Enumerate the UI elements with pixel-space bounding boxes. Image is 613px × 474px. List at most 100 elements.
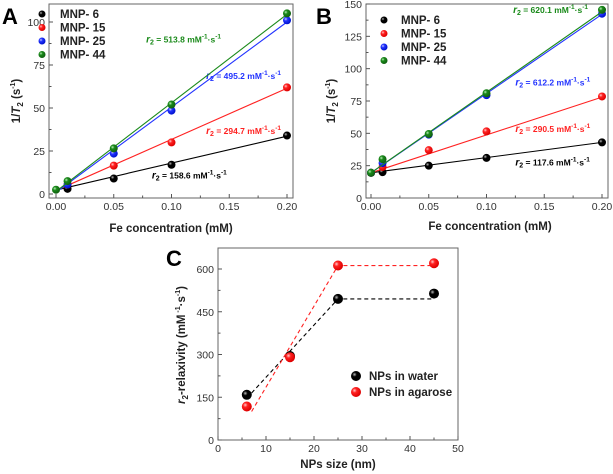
x-tick-label: 0.10 — [161, 201, 182, 213]
r2-annotation: r2 = 620.1 mM-1·s-1 — [513, 4, 588, 17]
data-point — [52, 185, 60, 194]
data-point — [598, 5, 606, 14]
x-axis-title: NPs size (nm) — [300, 459, 376, 471]
legend-marker — [351, 387, 361, 397]
data-point — [167, 100, 176, 109]
data-point — [167, 138, 176, 147]
data-point — [378, 155, 387, 164]
y-tick-label: 0 — [356, 193, 362, 205]
legend-marker — [380, 43, 388, 51]
panel-c: 0 10 20 30 40 50 0 150 300 450 600 C NPs size (nm) r2… — [166, 246, 464, 471]
data-point — [598, 138, 606, 147]
data-point — [424, 129, 433, 138]
data-point — [482, 127, 491, 136]
r2-annotation: r2 = 294.7 mM-1·s-1 — [206, 125, 281, 138]
series-nps-in-agarose: NPs in agarose — [241, 258, 452, 412]
x-tick-label: 0.15 — [219, 201, 240, 213]
x-tick-label: 50 — [452, 443, 464, 455]
r2-annotation: r2 = 513.8 mM-1·s-1 — [146, 34, 221, 47]
y-tick-label: 600 — [196, 264, 214, 276]
y-tick-label: 75 — [350, 96, 362, 108]
x-axis-title: Fe concentration (mM) — [109, 223, 232, 235]
y-tick-label: 75 — [33, 60, 45, 72]
panel-b: 0.00 0.05 0.10 0.15 0.20 0 25 50 75 100 125 150 B Fe … — [316, 0, 612, 233]
y-axis-title: r2-relaxivity (mM -1·s-1) — [175, 286, 190, 404]
panel-letter: B — [316, 4, 332, 29]
y-tick-label: 0 — [39, 189, 45, 201]
r2-annotation: r2 = 495.2 mM-1·s-1 — [206, 70, 281, 83]
legend-marker — [380, 16, 388, 24]
x-tick-label: 0.05 — [419, 201, 440, 213]
x-tick-label: 0.20 — [277, 201, 298, 213]
legend-label: MNP- 6 — [401, 15, 440, 27]
y-tick-label: 100 — [344, 64, 362, 76]
series-mnp-44: r2 = 620.1 mM-1·s-1 MNP- 44 — [367, 4, 606, 177]
legend-marker — [38, 37, 46, 45]
x-tick-label: 10 — [260, 443, 272, 455]
data-point — [598, 92, 606, 101]
data-point — [285, 352, 295, 363]
legend-label: NPs in agarose — [369, 387, 452, 399]
y-tick-label: 150 — [196, 392, 214, 404]
data-point — [283, 83, 291, 92]
legend-marker — [380, 30, 388, 37]
x-tick-label: 0.05 — [104, 201, 125, 213]
y-tick-label: 50 — [350, 128, 362, 140]
x-tick-label: 0.00 — [46, 201, 67, 213]
data-point — [482, 89, 491, 98]
data-point — [333, 293, 343, 304]
panel-letter: A — [2, 4, 18, 29]
data-point — [333, 260, 343, 271]
legend-label: NPs in water — [369, 371, 439, 383]
legend-marker — [38, 10, 46, 18]
data-point — [167, 106, 176, 115]
x-axis-title: Fe concentration (mM) — [428, 221, 551, 233]
x-tick-label: 40 — [404, 443, 416, 455]
data-point — [109, 161, 118, 170]
r2-annotation: r2 = 158.6 mM-1·s-1 — [152, 170, 227, 183]
legend-label: MNP- 44 — [401, 56, 447, 68]
data-point — [424, 146, 433, 155]
y-tick-label: 125 — [344, 31, 362, 43]
series-mnp-44: r2 = 513.8 mM-1·s-1 MNP- 44 — [38, 9, 291, 194]
x-tick-label: 0.10 — [476, 201, 497, 213]
data-point — [367, 168, 375, 177]
data-point — [283, 131, 291, 140]
data-point — [424, 161, 433, 170]
y-axis-title: 1/T2 (s-1) — [10, 79, 25, 124]
legend-marker — [351, 371, 361, 381]
data-point — [241, 401, 252, 412]
legend-marker — [38, 24, 46, 31]
legend-label: MNP- 15 — [60, 23, 106, 35]
y-tick-label: 25 — [33, 146, 45, 158]
series-mnp-15: r2 = 290.5 mM-1·s-1 MNP- 15 — [367, 29, 606, 177]
r2-annotation: r2 = 117.6 mM-1·s-1 — [515, 157, 590, 170]
data-point — [283, 9, 291, 18]
series-mnp-15: r2 = 294.7 mM-1·s-1 MNP- 15 — [38, 23, 291, 192]
y-tick-label: 150 — [344, 0, 362, 11]
legend-label: MNP- 6 — [60, 9, 99, 21]
x-tick-label: 0.20 — [592, 201, 613, 213]
x-tick-label: 0.00 — [361, 201, 382, 213]
data-point — [63, 177, 72, 186]
x-tick-label: 30 — [356, 443, 368, 455]
plot-frame — [217, 247, 459, 441]
x-tick-label: 0 — [215, 443, 221, 455]
r2-annotation: r2 = 290.5 mM-1·s-1 — [515, 123, 590, 136]
data-point — [482, 153, 491, 162]
data-point — [283, 16, 291, 25]
data-point — [241, 389, 252, 400]
y-tick-label: 450 — [196, 307, 214, 319]
x-tick-label: 0.15 — [534, 201, 555, 213]
y-tick-label: 50 — [33, 103, 45, 115]
legend-label: MNP- 15 — [401, 29, 447, 41]
y-tick-label: 0 — [208, 435, 214, 447]
panel-letter: C — [166, 246, 182, 271]
y-tick-label: 25 — [350, 161, 362, 173]
series-nps-in-water: NPs in water — [241, 288, 439, 400]
data-point — [109, 174, 118, 183]
legend-label: MNP- 25 — [401, 42, 447, 54]
legend-marker — [380, 57, 388, 64]
